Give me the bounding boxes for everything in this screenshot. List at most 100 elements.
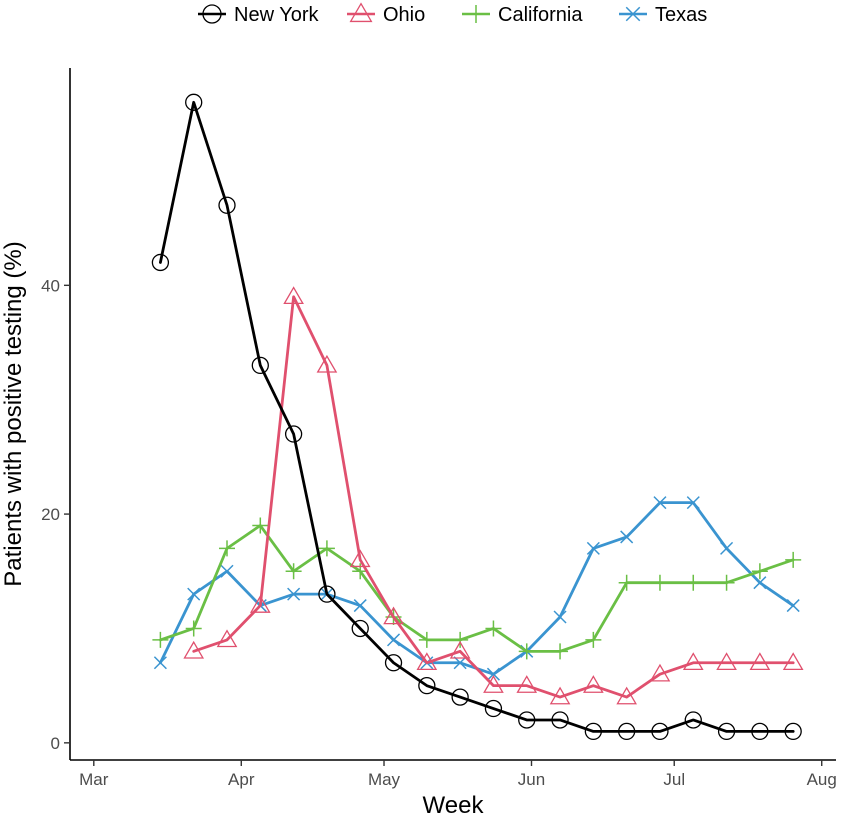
data-point-new-york xyxy=(318,585,336,603)
data-point-texas xyxy=(720,541,734,555)
legend-label: California xyxy=(498,4,583,26)
data-point-ohio xyxy=(583,675,604,693)
legend-item-new-york: New York xyxy=(198,4,319,26)
data-point-ohio xyxy=(449,640,471,659)
x-tick-label: Jun xyxy=(518,770,545,789)
data-point-ohio xyxy=(483,675,504,693)
legend-marker-x xyxy=(625,6,641,22)
data-point-california xyxy=(452,631,469,648)
data-point-ohio xyxy=(716,652,737,671)
series-new-york xyxy=(151,93,802,741)
data-point-ohio xyxy=(682,652,704,671)
data-point-new-york xyxy=(618,722,636,741)
x-axis-title: Week xyxy=(423,792,485,816)
series-line-new-york xyxy=(158,100,795,733)
x-tick-label: Mar xyxy=(79,770,109,789)
data-point-new-york xyxy=(451,688,469,706)
y-tick-label: 40 xyxy=(41,276,60,295)
data-point-california xyxy=(585,631,602,648)
data-point-california xyxy=(518,643,535,660)
y-tick-label: 0 xyxy=(51,734,60,753)
x-tick-label: Apr xyxy=(228,770,255,789)
legend-marker-triangle xyxy=(349,2,373,23)
x-tick-label: Aug xyxy=(807,770,837,789)
plot-area xyxy=(151,93,804,741)
data-point-california xyxy=(219,540,236,557)
data-point-new-york xyxy=(151,253,170,272)
series-ohio xyxy=(183,286,804,705)
x-tick-label: Jul xyxy=(663,770,685,789)
data-point-new-york xyxy=(351,619,369,638)
data-point-ohio xyxy=(316,354,338,373)
data-point-texas xyxy=(220,564,234,578)
legend: New York Ohio California Texas xyxy=(198,2,707,26)
data-point-texas xyxy=(686,496,700,510)
data-point-ohio xyxy=(616,686,637,705)
data-point-texas xyxy=(386,633,401,647)
data-point-california xyxy=(152,631,169,648)
data-point-california xyxy=(485,620,502,637)
data-point-ohio xyxy=(183,640,205,659)
data-point-texas xyxy=(153,656,167,670)
legend-label: Ohio xyxy=(383,4,425,26)
data-point-ohio xyxy=(249,595,271,613)
data-point-texas xyxy=(187,587,201,601)
data-point-new-york xyxy=(551,711,569,729)
data-point-ohio xyxy=(416,652,438,671)
data-point-ohio xyxy=(782,652,804,671)
data-point-new-york xyxy=(218,196,236,214)
data-point-california xyxy=(785,551,802,568)
legend-label: Texas xyxy=(655,4,707,26)
data-point-california xyxy=(318,540,335,557)
data-point-new-york xyxy=(518,711,536,729)
data-point-new-york xyxy=(284,425,303,443)
data-point-california xyxy=(552,643,569,660)
y-tick-label: 20 xyxy=(41,505,60,524)
data-point-california xyxy=(751,563,768,580)
axes: Mar Apr May Jun Jul Aug 0 20 40 Week Patients w… xyxy=(0,68,837,816)
data-point-ohio xyxy=(216,629,238,648)
data-point-texas xyxy=(586,541,600,555)
series-line-ohio xyxy=(192,295,795,699)
data-point-ohio xyxy=(383,606,404,625)
data-point-texas xyxy=(287,587,301,601)
data-point-new-york xyxy=(185,93,203,111)
data-point-texas xyxy=(486,667,500,681)
legend-item-texas: Texas xyxy=(619,4,707,26)
data-point-new-york xyxy=(484,699,503,718)
data-point-ohio xyxy=(349,549,371,568)
data-point-new-york xyxy=(251,356,269,375)
data-point-ohio xyxy=(516,675,538,693)
x-tick-label: May xyxy=(368,770,401,789)
data-point-california xyxy=(718,574,735,591)
data-point-new-york xyxy=(717,722,736,741)
data-point-ohio xyxy=(649,663,671,682)
legend-marker-plus xyxy=(467,5,485,23)
x-ticks: Mar Apr May Jun Jul Aug xyxy=(79,760,837,789)
series-texas xyxy=(153,496,800,681)
data-point-california xyxy=(252,517,269,534)
data-point-ohio xyxy=(283,286,304,305)
legend-item-ohio: Ohio xyxy=(347,2,425,26)
data-point-california xyxy=(418,631,435,648)
data-point-california xyxy=(285,563,302,580)
data-point-new-york xyxy=(751,722,769,741)
data-point-new-york xyxy=(584,722,603,741)
data-point-new-york xyxy=(684,711,702,729)
series-california xyxy=(152,517,802,660)
legend-label: New York xyxy=(234,4,319,26)
data-point-texas xyxy=(753,576,767,590)
y-ticks: 0 20 40 xyxy=(41,276,70,753)
data-point-new-york xyxy=(651,722,669,741)
data-point-california xyxy=(651,574,668,591)
data-point-california xyxy=(185,620,202,637)
legend-marker-circle xyxy=(202,4,222,24)
data-point-new-york xyxy=(384,654,403,672)
data-point-california xyxy=(618,574,635,591)
series-line-california xyxy=(158,524,795,653)
data-point-california xyxy=(685,574,702,591)
data-point-texas xyxy=(786,599,800,613)
data-point-texas xyxy=(353,599,367,613)
y-axis-title: Patients with positive testing (%) xyxy=(0,241,27,586)
